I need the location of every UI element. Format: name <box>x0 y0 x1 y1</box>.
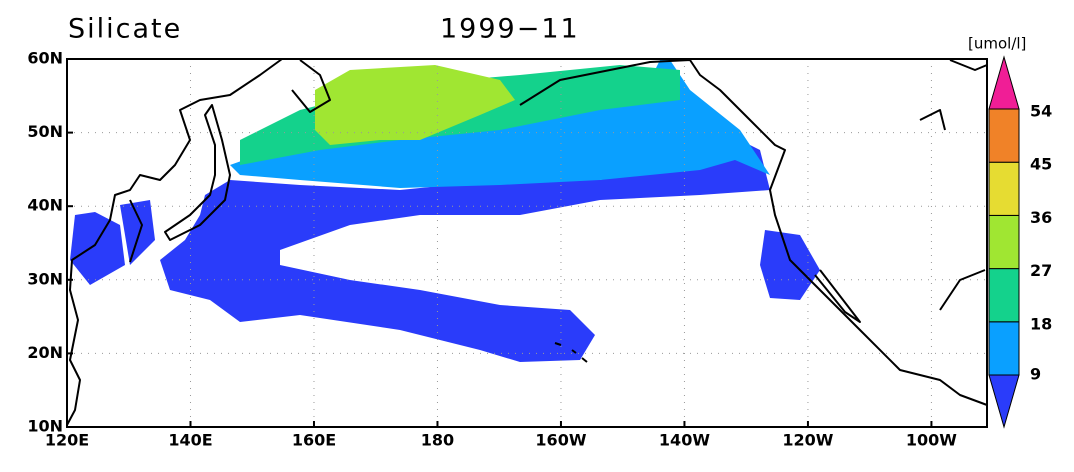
colorbar-label: 9 <box>1030 365 1041 384</box>
colorbar-label: 18 <box>1030 314 1052 333</box>
region-below-9 <box>120 200 155 265</box>
unit-label: [umol/l] <box>968 35 1026 53</box>
colorbar-box <box>988 268 1020 323</box>
colorbar-upper-triangle <box>988 55 1020 110</box>
lon-tick-label: 140E <box>168 431 212 450</box>
colorbar-label: 36 <box>1030 208 1052 227</box>
colorbar-box <box>988 108 1020 163</box>
lon-tick-label: 120E <box>45 431 89 450</box>
coastline <box>66 58 283 426</box>
silicate-field <box>70 60 820 362</box>
lon-tick-label: 160E <box>292 431 336 450</box>
lat-tick-label: 30N <box>27 269 63 288</box>
region-below-9 <box>160 135 770 362</box>
lon-tick-label: 140W <box>659 431 710 450</box>
colorbar-label: 45 <box>1030 155 1052 174</box>
colorbar-lower-triangle <box>988 374 1020 429</box>
coastline <box>519 59 988 406</box>
lat-tick-label: 20N <box>27 343 63 362</box>
region-27-36 <box>315 65 515 145</box>
date: 1999−11 <box>440 14 580 45</box>
colorbar-label: 54 <box>1030 102 1052 121</box>
coastline <box>554 342 588 363</box>
colorbar-box <box>988 161 1020 216</box>
lon-tick-label: 100W <box>906 431 957 450</box>
coastlines <box>66 58 988 426</box>
coastline <box>919 59 988 311</box>
lat-tick-label: 40N <box>27 196 63 215</box>
colorbar-box <box>988 321 1020 376</box>
coastline <box>291 59 331 113</box>
lon-tick-label: 180 <box>421 431 454 450</box>
region-below-9 <box>70 212 125 285</box>
lat-tick-label: 60N <box>27 49 63 68</box>
coastline <box>814 269 861 323</box>
colorbar-label: 27 <box>1030 261 1052 280</box>
region-below-9 <box>760 230 820 300</box>
title: Silicate <box>68 14 182 45</box>
lon-tick-label: 160W <box>535 431 586 450</box>
colorbar <box>988 55 1020 429</box>
lat-tick-label: 50N <box>27 122 63 141</box>
colorbar-box <box>988 214 1020 270</box>
lat-tick-label: 10N <box>27 417 63 436</box>
lon-tick-label: 120W <box>782 431 833 450</box>
map-frame <box>66 58 988 428</box>
coastline <box>129 199 143 263</box>
coastline <box>164 104 231 241</box>
